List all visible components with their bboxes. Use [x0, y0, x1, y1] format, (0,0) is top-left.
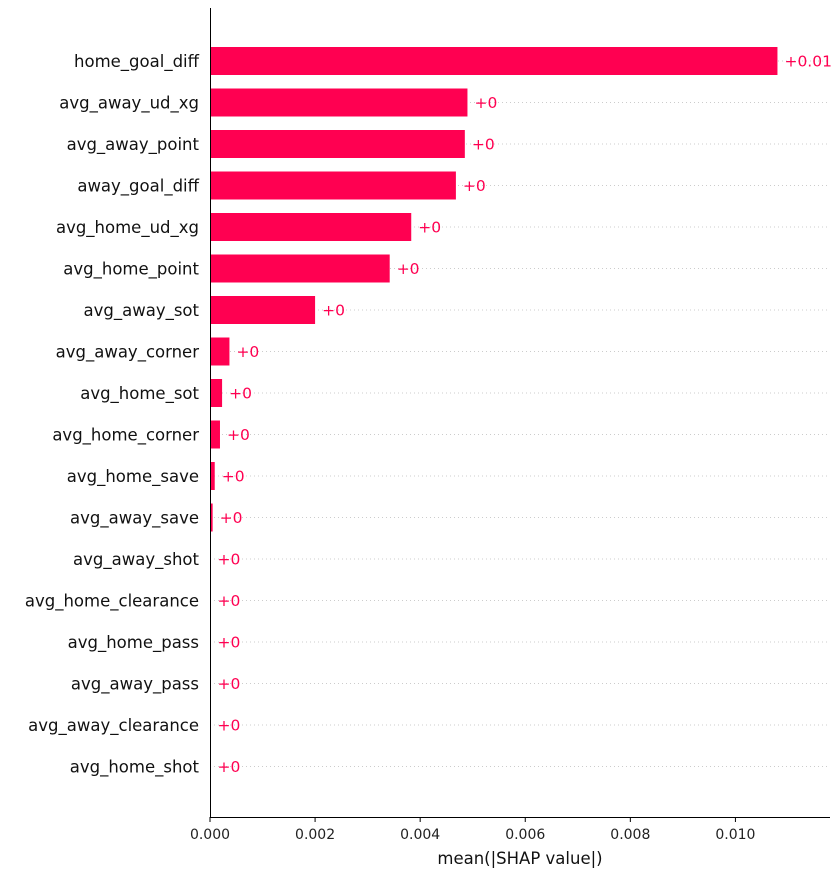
x-tick-label: 0.000 [190, 827, 230, 843]
x-axis-ticks: 0.000 0.002 0.004 0.006 0.008 0.010 [190, 817, 755, 843]
bars [210, 47, 778, 781]
feature-label: avg_away_corner [56, 343, 200, 363]
feature-label: avg_away_save [70, 509, 199, 529]
feature-label: home_goal_diff [74, 52, 200, 72]
feature-label: avg_home_point [63, 260, 199, 280]
value-label: +0 [227, 426, 250, 444]
value-label: +0 [236, 343, 259, 361]
feature-label: avg_home_pass [68, 633, 199, 653]
value-label: +0 [218, 717, 241, 735]
bar-avg-away-sot [210, 296, 316, 324]
x-tick-label: 0.004 [400, 827, 440, 843]
feature-label: avg_home_sot [80, 384, 199, 404]
x-axis-title: mean(|SHAP value|) [437, 849, 602, 868]
x-tick-label: 0.006 [505, 827, 545, 843]
feature-label: avg_away_sot [84, 301, 200, 321]
bar-avg-away-corner [210, 337, 230, 366]
feature-label: away_goal_diff [77, 177, 199, 197]
value-label: +0 [218, 634, 241, 652]
value-label: +0 [463, 177, 486, 195]
bar-avg-home-point [210, 254, 390, 283]
bar-avg-home-ud-xg [210, 213, 412, 241]
x-tick-label: 0.002 [295, 827, 335, 843]
bar-avg-home-save [210, 462, 215, 490]
value-label: +0 [218, 551, 241, 569]
value-label: +0 [218, 592, 241, 610]
value-label: +0 [474, 94, 497, 112]
feature-label: avg_home_corner [52, 426, 199, 446]
feature-label: avg_away_clearance [28, 716, 199, 736]
feature-label: avg_home_ud_xg [56, 218, 199, 238]
value-label: +0 [220, 509, 243, 527]
value-labels: +0.01 +0 +0 +0 +0 +0 +0 +0 +0 +0 +0 +0 +0 +0 +0 +0 +0 +0 [218, 53, 832, 777]
feature-label: avg_away_shot [73, 550, 199, 570]
x-tick-label: 0.008 [610, 827, 650, 843]
value-label: +0 [222, 468, 245, 486]
feature-label: avg_away_point [67, 135, 200, 155]
feature-label: avg_away_ud_xg [59, 94, 199, 114]
bar-avg-away-ud-xg [210, 88, 468, 117]
row-guides [210, 60, 830, 767]
value-label: +0 [229, 385, 252, 403]
feature-label: avg_away_pass [71, 675, 199, 695]
value-label: +0 [472, 136, 495, 154]
feature-label: avg_home_clearance [25, 592, 199, 612]
feature-label: avg_home_save [67, 467, 199, 487]
feature-labels: home_goal_diff avg_away_ud_xg avg_away_poi… [25, 52, 200, 778]
bar-avg-home-corner [210, 420, 220, 449]
value-label: +0 [218, 675, 241, 693]
value-label: +0 [218, 758, 241, 776]
bar-home-goal-diff [210, 47, 778, 75]
value-label: +0 [397, 260, 420, 278]
x-tick-label: 0.010 [715, 827, 755, 843]
bar-avg-away-save [210, 503, 213, 532]
value-label: +0 [418, 219, 441, 237]
value-label: +0 [322, 302, 345, 320]
bar-avg-away-point [210, 130, 465, 158]
bar-away-goal-diff [210, 171, 456, 200]
value-label: +0.01 [784, 53, 832, 71]
feature-label: avg_home_shot [70, 758, 200, 778]
bar-avg-home-sot [210, 379, 223, 407]
